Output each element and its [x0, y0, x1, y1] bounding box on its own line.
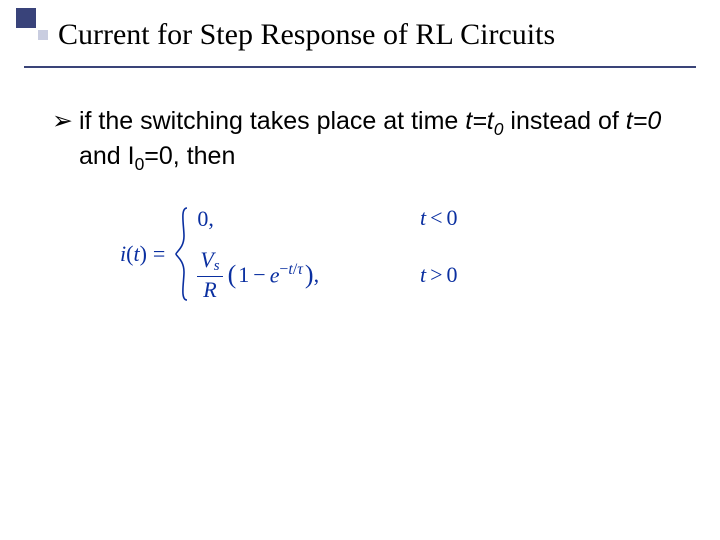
frac-num: Vs	[197, 249, 222, 277]
cond1-op: <	[426, 205, 446, 231]
eq-equals: =	[147, 241, 171, 267]
exp-tau: τ	[297, 261, 303, 278]
title-underline	[24, 66, 696, 68]
bullet-text-post: =0, then	[144, 142, 235, 170]
slide-title: Current for Step Response of RL Circuits	[58, 18, 690, 52]
slide: Current for Step Response of RL Circuits…	[0, 0, 720, 540]
bullet-text-and: and I	[79, 142, 135, 170]
exp-superscript: −t/τ	[279, 261, 302, 278]
bullet-sub-0b: 0	[135, 154, 145, 174]
eq-paren-group: ( 1 − e−t/τ )	[228, 261, 314, 288]
minus: −	[249, 262, 269, 288]
paren-body: 1 − e−t/τ	[236, 261, 305, 288]
equation: i(t) = 0, Vs R (	[120, 206, 319, 302]
eq-fraction: Vs R	[197, 249, 222, 301]
one: 1	[238, 262, 249, 288]
corner-square-large	[16, 8, 36, 28]
bullet-item: ➢ if the switching takes place at time t…	[52, 106, 680, 176]
exp-term: e−t/τ	[270, 261, 303, 288]
bullet-text-mid: instead of	[503, 107, 625, 135]
bullet-text: if the switching takes place at time t=t…	[79, 106, 680, 176]
bullet-var-teq: t=t	[465, 107, 494, 135]
frac-s: s	[214, 258, 220, 274]
eq-conditions: t<0 t>0	[420, 206, 458, 300]
eq-lhs: i(t)	[120, 241, 147, 267]
frac-V: V	[200, 247, 213, 272]
eq-cases: 0, Vs R ( 1 −	[197, 207, 319, 301]
bullet-arrow-icon: ➢	[52, 106, 73, 137]
eq-case-1: 0,	[197, 207, 319, 231]
bullet-text-pre: if the switching takes place at time	[79, 107, 465, 135]
cond1-rhs: 0	[447, 205, 458, 231]
frac-den: R	[203, 277, 216, 301]
case2-comma: ,	[314, 262, 320, 288]
cond-1: t<0	[420, 206, 458, 230]
case1-value: 0,	[197, 206, 214, 232]
rparen: )	[305, 262, 314, 288]
equation-row: i(t) = 0, Vs R (	[120, 206, 319, 302]
cond-2: t>0	[420, 250, 458, 300]
brace-icon	[175, 206, 191, 302]
exp-e: e	[270, 263, 280, 288]
eq-case-2: Vs R ( 1 − e−t/τ )	[197, 249, 319, 301]
corner-square-small	[38, 30, 48, 40]
cond2-rhs: 0	[447, 262, 458, 288]
bullet-var-tz: t=0	[626, 107, 661, 135]
corner-ornament	[16, 8, 50, 42]
lparen: (	[228, 262, 237, 288]
cond2-op: >	[426, 262, 446, 288]
